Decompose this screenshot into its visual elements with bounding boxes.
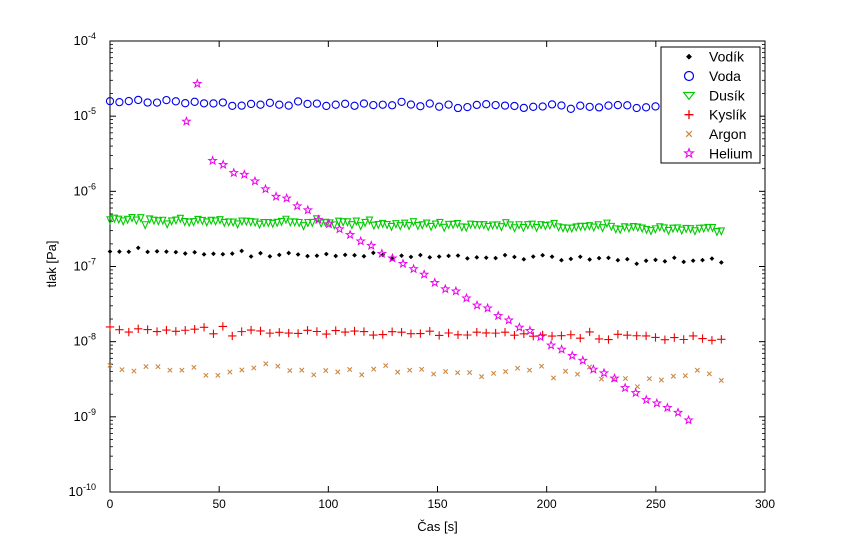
svg-text:10-4: 10-4 — [74, 31, 96, 48]
svg-text:Čas [s]: Čas [s] — [417, 519, 457, 534]
svg-text:10-7: 10-7 — [74, 257, 96, 274]
svg-text:Helium: Helium — [709, 145, 753, 161]
svg-text:150: 150 — [427, 497, 447, 511]
svg-text:10-6: 10-6 — [74, 181, 96, 198]
svg-text:Kyslík: Kyslík — [709, 107, 747, 123]
svg-text:10-9: 10-9 — [74, 407, 96, 424]
svg-text:250: 250 — [646, 497, 666, 511]
svg-text:200: 200 — [537, 497, 557, 511]
svg-text:100: 100 — [318, 497, 338, 511]
svg-text:Voda: Voda — [709, 68, 741, 84]
svg-text:Dusík: Dusík — [709, 87, 746, 103]
svg-text:tlak [Pa]: tlak [Pa] — [44, 241, 59, 288]
svg-text:10-10: 10-10 — [69, 482, 96, 499]
svg-text:10-8: 10-8 — [74, 332, 96, 349]
svg-text:Argon: Argon — [709, 126, 746, 142]
svg-text:0: 0 — [107, 497, 114, 511]
svg-text:50: 50 — [212, 497, 226, 511]
svg-text:10-5: 10-5 — [74, 106, 96, 123]
svg-text:Vodík: Vodík — [709, 49, 745, 65]
svg-text:300: 300 — [755, 497, 775, 511]
